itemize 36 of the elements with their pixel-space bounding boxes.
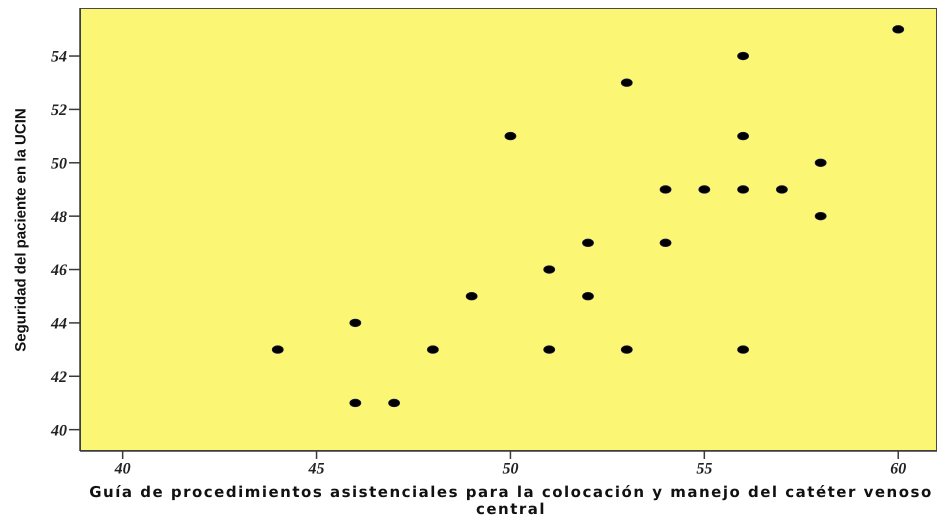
x-tick-label: 55: [696, 460, 712, 478]
point: [426, 345, 439, 354]
point: [814, 212, 827, 220]
point: [349, 318, 362, 328]
point: [620, 345, 633, 354]
point: [543, 345, 556, 354]
x-tick-label: 45: [308, 460, 325, 478]
x-tick-label: 50: [502, 460, 518, 478]
point: [737, 185, 750, 194]
y-tick-label: 46: [50, 262, 67, 280]
point: [388, 398, 400, 408]
y-tick-label: 48: [50, 208, 67, 226]
point: [349, 398, 362, 408]
x-tick-label: 40: [114, 460, 131, 478]
point: [272, 345, 284, 354]
point: [660, 238, 672, 248]
point: [543, 265, 556, 274]
point: [737, 345, 750, 354]
y-tick-label: 50: [51, 155, 67, 172]
point: [776, 185, 788, 194]
point: [660, 185, 672, 194]
point: [892, 25, 904, 34]
point: [582, 292, 594, 300]
y-tick-label: 54: [51, 48, 67, 66]
y-tick-label: 40: [50, 422, 67, 440]
point: [698, 185, 710, 194]
y-tick-label: 42: [50, 368, 67, 386]
y-axis-title: Seguridad del paciente en la UCIN: [12, 108, 30, 352]
point: [504, 132, 516, 140]
point: [737, 132, 750, 140]
y-tick-label: 44: [50, 316, 67, 333]
x-axis-title: Guía de procedimientos asistenciales para la colocación y manejo del catéter venoso central: [88, 483, 934, 518]
point: [582, 238, 594, 248]
y-tick-label: 52: [51, 102, 67, 120]
point: [737, 52, 750, 60]
x-tick-label: 60: [890, 460, 906, 478]
